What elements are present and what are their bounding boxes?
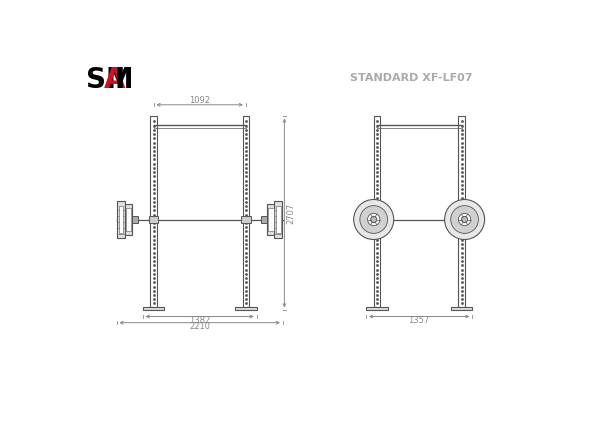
- Bar: [276, 206, 281, 233]
- Bar: [274, 201, 282, 238]
- Bar: [451, 307, 472, 310]
- Bar: [126, 208, 131, 231]
- Text: 1357: 1357: [409, 316, 430, 325]
- Text: 2707: 2707: [287, 202, 296, 223]
- Circle shape: [354, 199, 394, 240]
- Bar: [125, 204, 132, 235]
- Bar: [143, 307, 164, 310]
- Bar: [235, 307, 257, 310]
- Circle shape: [451, 206, 478, 233]
- Text: I: I: [114, 66, 124, 94]
- Text: A: A: [104, 66, 126, 94]
- Bar: [458, 116, 464, 307]
- Text: 1092: 1092: [189, 96, 210, 105]
- Text: 1382: 1382: [189, 316, 211, 325]
- Bar: [151, 116, 157, 307]
- Circle shape: [458, 213, 471, 226]
- Circle shape: [368, 213, 380, 226]
- Bar: [366, 307, 388, 310]
- Bar: [374, 116, 380, 307]
- Circle shape: [371, 216, 377, 223]
- Bar: [119, 206, 124, 233]
- Bar: [132, 216, 138, 223]
- Circle shape: [445, 199, 485, 240]
- Text: 2210: 2210: [189, 322, 210, 331]
- Bar: [262, 216, 268, 223]
- Bar: [241, 216, 251, 223]
- Circle shape: [461, 216, 467, 223]
- Bar: [268, 204, 274, 235]
- Text: SM: SM: [86, 66, 133, 94]
- Circle shape: [360, 206, 388, 233]
- Bar: [268, 208, 274, 231]
- Text: STANDARD XF-LF07: STANDARD XF-LF07: [350, 73, 473, 83]
- Bar: [243, 116, 249, 307]
- Bar: [118, 201, 125, 238]
- Bar: [149, 216, 158, 223]
